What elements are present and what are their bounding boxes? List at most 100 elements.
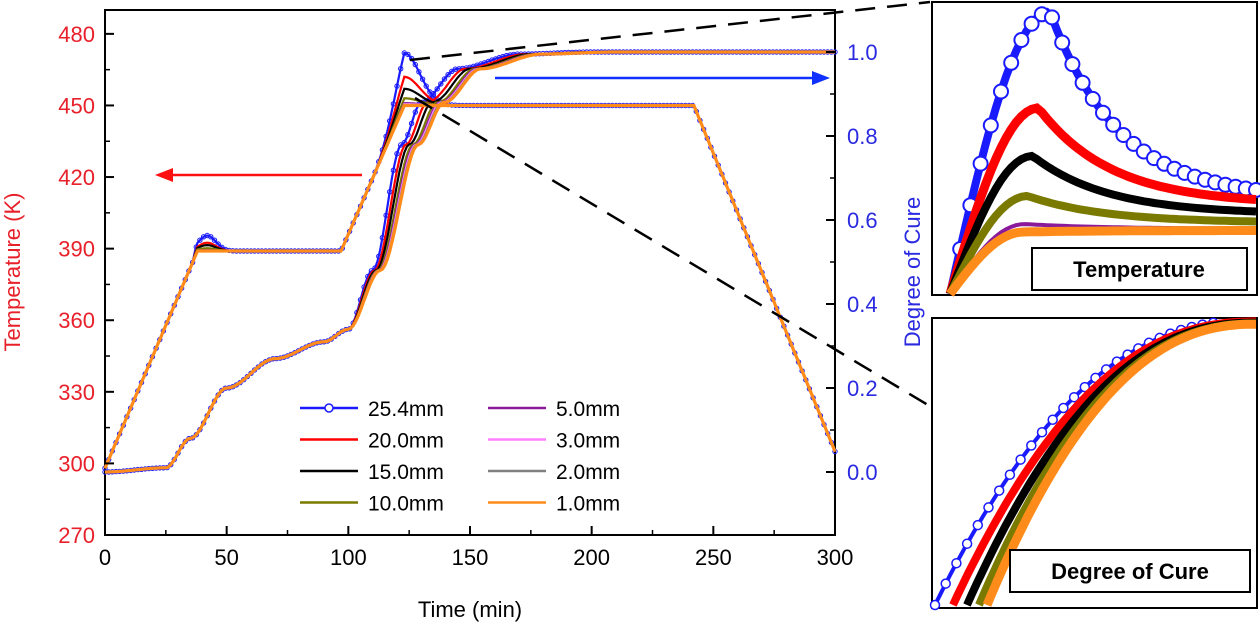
y-right-tick-label: 0.8 xyxy=(847,124,878,149)
cure-marker xyxy=(390,167,397,174)
temperature-marker xyxy=(416,69,422,75)
inset-cure-label-box xyxy=(1009,549,1251,593)
y-left-tick-label: 330 xyxy=(58,380,95,405)
temperature-line-1.0mm xyxy=(103,103,837,469)
inset-temperature-marker xyxy=(1054,34,1071,51)
inset-cure-marker xyxy=(1036,426,1048,438)
cure-marker xyxy=(408,120,415,127)
temperature-line-20.0mm xyxy=(103,75,837,469)
cure-line-20.0mm xyxy=(105,50,835,474)
y-right-tick-label: 0.2 xyxy=(847,376,878,401)
inset-cure-marker xyxy=(961,538,973,549)
inset-cure-marker xyxy=(1079,381,1091,393)
inset-cure-curves xyxy=(929,317,1257,611)
inset-temperature-marker xyxy=(1023,15,1040,32)
cure-marker xyxy=(405,132,411,138)
x-axis-label: Time (min) xyxy=(418,597,522,622)
legend-label: 3.0mm xyxy=(556,430,620,453)
inset-temperature-marker xyxy=(1105,116,1122,133)
y-left-tick-label: 450 xyxy=(58,93,95,118)
cure-line-3.0mm xyxy=(105,50,835,474)
zoom-guide-line-bottom xyxy=(414,96,929,407)
inset-cure-marker xyxy=(1004,469,1016,480)
plot-frame xyxy=(104,9,836,536)
temperature-marker xyxy=(405,51,411,58)
x-tick-label: 150 xyxy=(452,545,489,570)
temperature-marker xyxy=(394,83,400,89)
cure-line-10.0mm xyxy=(105,50,835,474)
inset-cure-marker xyxy=(972,519,984,531)
cure-marker xyxy=(387,189,393,195)
cure-marker xyxy=(434,86,440,92)
x-tick-label: 0 xyxy=(99,545,111,570)
inset-temperature-title: Temperature xyxy=(1073,257,1205,282)
inset-temperature-line-10.0mm xyxy=(946,191,1257,296)
y-right-tick-label: 0.0 xyxy=(847,460,878,485)
inset-cure-marker xyxy=(940,578,951,589)
inset-temperature-marker xyxy=(982,117,999,134)
cure-marker xyxy=(430,91,437,97)
temperature-line-5.0mm xyxy=(103,102,837,469)
inset-temperature-line-15.0mm xyxy=(946,151,1257,296)
temperature-marker xyxy=(197,237,203,243)
legend-label: 5.0mm xyxy=(556,398,620,421)
temperature-line-25.4mm xyxy=(103,51,837,469)
inset-cure-title: Degree of Cure xyxy=(1051,559,1209,584)
cure-marker xyxy=(394,151,400,157)
inset-temperature-marker xyxy=(993,83,1009,100)
inset-temperature-line-1.0mm xyxy=(946,226,1256,297)
cure-marker xyxy=(452,66,459,72)
legend-label: 15.0mm xyxy=(368,461,444,484)
inset-temperature-marker xyxy=(972,155,989,172)
inset-cure-marker xyxy=(1026,440,1037,451)
y-axis-right-label: Degree of Cure xyxy=(900,197,925,347)
inset-temperature-marker xyxy=(1084,90,1101,107)
cure-marker xyxy=(445,72,451,78)
inset-temperature-marker xyxy=(1044,9,1060,26)
temperature-marker xyxy=(423,83,429,89)
legend-marker xyxy=(324,403,334,413)
inset-temperature-marker xyxy=(1095,104,1111,121)
y-left-tick-label: 420 xyxy=(58,165,95,190)
inset-temperature-line-20.0mm xyxy=(945,103,1257,296)
inset-temperature-marker xyxy=(1003,54,1020,71)
y-left-tick-label: 300 xyxy=(58,451,95,476)
left-axis-arrow xyxy=(155,168,362,182)
cure-line-1.0mm xyxy=(105,50,835,474)
right-axis-arrow xyxy=(495,71,830,85)
temperature-marker xyxy=(211,237,218,243)
x-tick-label: 50 xyxy=(214,545,238,570)
cure-line-5.0mm xyxy=(105,50,835,474)
main-series-layer xyxy=(102,49,838,475)
cure-marker xyxy=(438,81,444,87)
cure-marker xyxy=(412,109,418,115)
x-tick-label: 300 xyxy=(817,545,854,570)
legend-label: 1.0mm xyxy=(556,493,620,516)
zoom-guide-line-top xyxy=(409,0,931,62)
temperature-line-3.0mm xyxy=(103,102,837,469)
y-right-tick-label: 1.0 xyxy=(847,40,878,65)
inset-temperature-marker xyxy=(1064,56,1081,73)
inset-temperature-marker xyxy=(1115,127,1132,143)
temperature-marker xyxy=(412,61,418,68)
legend-label: 10.0mm xyxy=(368,493,444,516)
inset-cure-marker xyxy=(1015,454,1026,465)
y-left-tick-label: 480 xyxy=(58,22,95,47)
temperature-line-15.0mm xyxy=(103,87,837,469)
y-axis-left-label: Temperature (K) xyxy=(0,193,25,352)
temperature-line-2.0mm xyxy=(103,103,837,469)
inset-temperature-marker xyxy=(1013,32,1030,48)
y-left-tick-label: 360 xyxy=(58,308,95,333)
x-tick-label: 200 xyxy=(573,545,610,570)
inset-cure-marker xyxy=(1068,391,1080,403)
cure-line-25.4mm xyxy=(105,50,835,474)
inset-temperature-curves xyxy=(945,6,1260,297)
legend-label: 2.0mm xyxy=(556,461,620,484)
temperature-marker xyxy=(398,66,404,72)
inset-cure-line-1.0mm xyxy=(982,319,1256,607)
y-left-tick-label: 390 xyxy=(58,237,95,262)
inset-cure-marker xyxy=(1047,414,1058,425)
x-tick-label: 100 xyxy=(330,545,367,570)
cure-marker xyxy=(398,142,404,148)
inset-cure-marker xyxy=(983,502,994,513)
